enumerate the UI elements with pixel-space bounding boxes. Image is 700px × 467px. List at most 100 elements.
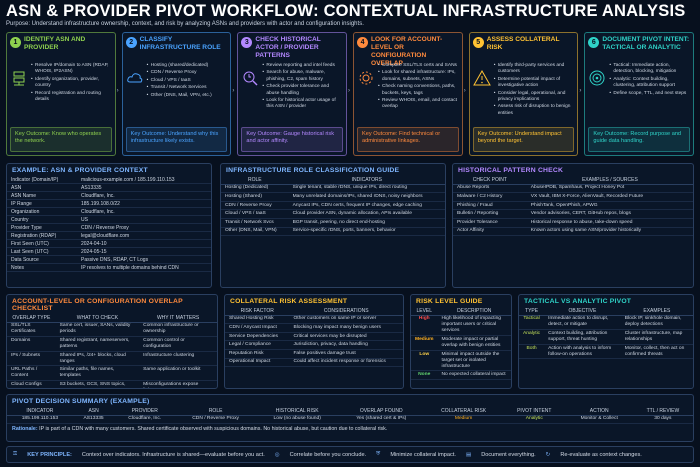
table-cell: Analytic bbox=[502, 415, 566, 425]
table-cell: Anycast IPs, CDN certs, frequent IP chan… bbox=[288, 201, 445, 211]
column-header: DESCRIPTION bbox=[437, 307, 511, 316]
table-row: Organization Cloudflare, Inc. bbox=[7, 207, 211, 216]
table-row: Tactical Immediate action to disrupt, det… bbox=[519, 315, 693, 331]
tactical-panel: TACTICAL VS ANALYTIC PIVOT TYPE OBJECTIVE… bbox=[518, 294, 694, 389]
step-outcome: Key Outcome: Understand impact beyond th… bbox=[472, 127, 575, 152]
table-row: SSL/TLS Certificates Same cert, issuer, S… bbox=[7, 322, 217, 338]
table-row: Indicator (Domain/IP) malicious-example.c… bbox=[7, 176, 211, 184]
arrow-icon: › bbox=[579, 88, 582, 94]
column-header: INDICATORS bbox=[288, 176, 445, 185]
table-row: Provider Tolerance Historical response to… bbox=[453, 218, 693, 228]
table-row: CDN / Reverse Proxy Anycast IPs, CDN cert… bbox=[221, 201, 445, 211]
table-row: IP Range 185.199.108.0/22 bbox=[7, 199, 211, 208]
table-cell: Single tenant, stable rDNS, unique IPs, … bbox=[288, 184, 445, 194]
table-row: Cloud Configs S3 buckets, GCS, SNS topics… bbox=[7, 380, 217, 388]
principle-item: Minimize collateral impact. bbox=[390, 451, 456, 458]
table-cell: Action with analysis to inform follow-on… bbox=[544, 344, 621, 360]
table-row: Last Seen (UTC) 2024-05-15 bbox=[7, 247, 211, 256]
column-header: Overlap Found bbox=[338, 407, 425, 416]
table-cell: malicious-example.com / 185.199.110.153 bbox=[77, 176, 211, 184]
table-row: None No expected collateral impact bbox=[411, 370, 511, 380]
step-bullet: Determine potential impact of investigat… bbox=[494, 77, 575, 90]
table-cell: Yes (shared cert & IPs) bbox=[338, 415, 425, 425]
step-title: DOCUMENT PIVOT INTENT: TACTICAL OR ANALY… bbox=[602, 36, 690, 51]
key-principle-bar: ⚿ KEY PRINCIPLE: Context over indicators… bbox=[6, 446, 694, 463]
table-cell: High bbox=[411, 315, 438, 337]
step-bullet: Check naming conventions, paths, buckets… bbox=[378, 84, 459, 97]
table-row: Cloud / VPS / IaaS Cloud provider ASN, dy… bbox=[221, 209, 445, 219]
principle-item: Re-evaluate as context changes. bbox=[560, 451, 642, 458]
step-bullet: Search for abuse, malware, phishing, C2,… bbox=[262, 70, 343, 83]
table-row: Registration (RDAP) legal@cloudflare.com bbox=[7, 231, 211, 240]
step-bullet: CDN / Reverse Proxy bbox=[147, 70, 212, 77]
step-bullet: Transit / Network Services bbox=[147, 85, 212, 92]
table-row: Operational Impact Could affect incident … bbox=[225, 358, 403, 368]
table-row: Both Action with analysis to inform follo… bbox=[519, 344, 693, 360]
step-bullet: Assess risk of disruption to benign enti… bbox=[494, 104, 575, 117]
table-row: URL Paths / Content Similar paths, file n… bbox=[7, 365, 217, 381]
table-cell: AbuseIPDB, Spamhaus, Project Honey Pot bbox=[526, 184, 693, 194]
step-bullet: Identify third-party services and custom… bbox=[494, 63, 575, 76]
table-cell: Other (DNS, Mail, VPN) bbox=[221, 227, 289, 237]
column-header: Pivot Intent bbox=[502, 407, 566, 416]
table-row: Shared Hosting Risk Other customers on sa… bbox=[225, 315, 403, 325]
table-cell: IP resolves to multiple domains behind C… bbox=[77, 263, 211, 272]
table-cell: Shared registrant, nameservers, patterns bbox=[55, 336, 140, 352]
step-bullets: Review reporting and intel feedsSearch f… bbox=[262, 63, 343, 112]
example-panel: EXAMPLE: ASN & PROVIDER CONTEXT Indicato… bbox=[6, 163, 212, 288]
table-cell: S3 buckets, GCS, SNS topics, tags bbox=[55, 380, 140, 388]
page-title: ASN & PROVIDER PIVOT WORKFLOW: CONTEXTUA… bbox=[6, 2, 686, 20]
role-panel: INFRASTRUCTURE ROLE CLASSIFICATION GUIDE… bbox=[220, 163, 446, 288]
key-principle-text: Context over indicators. Infrastructure … bbox=[81, 451, 265, 458]
table-cell: Historical response to abuse, take-down … bbox=[526, 218, 693, 228]
column-header: CONSIDERATIONS bbox=[289, 307, 403, 316]
step-number: 3 bbox=[241, 37, 253, 48]
table-row: Abuse Reports AbuseIPDB, Spamhaus, Projec… bbox=[453, 184, 693, 194]
table-row: ASN Name Cloudflare, Inc. bbox=[7, 191, 211, 200]
table-row: First Seen (UTC) 2024-04-10 bbox=[7, 239, 211, 248]
table-row: CDN / Anycast Impact Blocking may impact … bbox=[225, 323, 403, 333]
arrow-icon: › bbox=[348, 88, 351, 94]
step-header: 4 LOOK FOR ACCOUNT-LEVEL OR CONFIGURATION… bbox=[357, 36, 459, 67]
step-bullet: Tactical: Immediate action, detection, b… bbox=[609, 63, 690, 76]
step-bullet: Hosting (shared/dedicated) bbox=[147, 63, 212, 70]
table-row: Hosting (Dedicated) Single tenant, stable… bbox=[221, 184, 445, 194]
step-body: Resolve IP/domain to ASN (RDAP, WHOIS, I… bbox=[10, 63, 112, 104]
table-cell: Last Seen (UTC) bbox=[7, 247, 77, 256]
table-row: Reputation Risk False positives damage tr… bbox=[225, 349, 403, 359]
table-cell: Cloudflare, Inc. bbox=[77, 207, 211, 216]
table-cell: Jurisdiction, privacy, data handling bbox=[289, 340, 403, 350]
collateral-panel: COLLATERAL RISK ASSESSMENT RISK FACTOR CO… bbox=[224, 294, 404, 389]
table-cell: Data Source bbox=[7, 255, 77, 264]
table-cell: PhishTank, OpenPhish, APWG bbox=[526, 201, 693, 211]
step-card: 3 CHECK HISTORICAL ACTOR / PROVIDER PATTE… bbox=[237, 32, 350, 156]
column-header: Action bbox=[565, 407, 633, 416]
table-row: Bulletin / Reporting Vendor advisories, C… bbox=[453, 209, 693, 219]
risk-level-title: RISK LEVEL GUIDE bbox=[416, 298, 483, 305]
table-cell: Monitor, collect, then act on confirmed … bbox=[620, 344, 693, 360]
document-icon: ▤ bbox=[465, 451, 472, 458]
step-number: 5 bbox=[472, 37, 484, 48]
rationale-label: Rationale: bbox=[12, 426, 38, 433]
table-row: IPs / Subnets Shared IPs, /24+ blocks, cl… bbox=[7, 351, 217, 367]
column-header: EXAMPLES / SOURCES bbox=[526, 176, 693, 185]
table-row: Hosting (Shared) Many unrelated domains/I… bbox=[221, 192, 445, 202]
gear-icon bbox=[357, 69, 375, 87]
table-header-row: Indicator ASN Provider Role Historical Risk O… bbox=[7, 407, 693, 416]
table-cell: 2024-04-10 bbox=[77, 239, 211, 248]
step-bullets: Resolve IP/domain to ASN (RDAP, WHOIS, I… bbox=[31, 63, 112, 104]
step-bullets: Identify third-party services and custom… bbox=[494, 63, 575, 118]
arrow-icon: › bbox=[116, 88, 119, 94]
table-row: ASN AS13335 bbox=[7, 183, 211, 192]
table-cell: Common infrastructure or ownership bbox=[139, 322, 217, 338]
table-cell: Transit / Network Svcs bbox=[221, 218, 289, 228]
table-cell: Critical services may be disrupted bbox=[289, 332, 403, 342]
step-number: 1 bbox=[10, 37, 21, 48]
table-row: Medium Moderate impact or partial overlap… bbox=[411, 335, 511, 351]
table-cell: Notes bbox=[7, 263, 77, 272]
column-header: OBJECTIVE bbox=[544, 307, 621, 316]
table-row: Data Source Passive DNS, RDAP, CT Logs bbox=[7, 255, 211, 264]
